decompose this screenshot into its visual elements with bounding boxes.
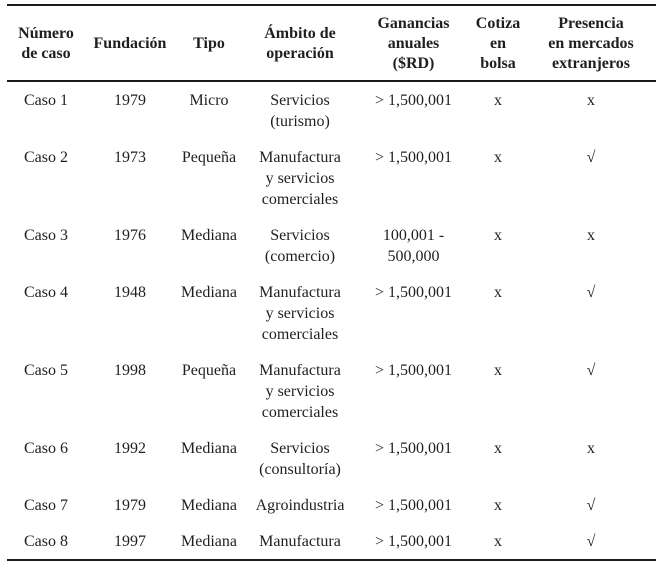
- cell-cotiza: x: [494, 440, 502, 457]
- table-row: Caso 7 1979 Mediana Agroindustria > 1,500,00…: [7, 487, 656, 523]
- table-row: Caso 2 1973 Pequeña Manufactura y servicios…: [7, 139, 656, 217]
- cell-tipo: Pequeña: [181, 362, 237, 379]
- cell-caso: Caso 8: [24, 533, 68, 550]
- table-row: Caso 3 1976 Mediana Servicios (comercio) 100…: [7, 217, 656, 274]
- cell-cotiza: x: [494, 284, 502, 301]
- cell-ganancias: 100,001 - 500,000: [382, 227, 445, 265]
- cell-fundacion: 1997: [114, 533, 146, 550]
- cell-ambito: Servicios (comercio): [264, 227, 336, 265]
- cell-caso: Caso 2: [24, 149, 68, 166]
- cell-presencia: x: [587, 92, 595, 109]
- cell-ganancias: > 1,500,001: [374, 284, 453, 301]
- cell-ganancias: > 1,500,001: [374, 362, 453, 379]
- cell-ganancias: > 1,500,001: [374, 149, 453, 166]
- cell-tipo: Mediana: [181, 497, 237, 514]
- cell-ambito: Manufactura y servicios comerciales: [259, 149, 341, 208]
- col-header-numero-de-caso: Número de caso: [18, 25, 74, 62]
- cell-caso: Caso 4: [24, 284, 68, 301]
- cell-fundacion: 1979: [114, 497, 146, 514]
- col-header-tipo: Tipo: [193, 35, 225, 52]
- cell-presencia: √: [586, 362, 596, 379]
- cell-ambito: Servicios (turismo): [270, 92, 330, 130]
- cell-cotiza: x: [494, 497, 502, 514]
- table-row: Caso 5 1998 Pequeña Manufactura y servicios…: [7, 352, 656, 430]
- col-header-cotiza: Cotiza en bolsa: [475, 15, 521, 72]
- cell-ambito: Servicios (consultoría): [259, 440, 341, 478]
- cell-presencia: √: [586, 497, 596, 514]
- cell-cotiza: x: [494, 362, 502, 379]
- cell-ambito: Manufactura y servicios comerciales: [259, 284, 341, 343]
- cell-caso: Caso 6: [24, 440, 68, 457]
- table-body: Caso 1 1979 Micro Servicios (turismo) > 1,50…: [7, 81, 656, 560]
- cell-cotiza: x: [494, 92, 502, 109]
- cell-caso: Caso 7: [24, 497, 68, 514]
- cell-ambito: Agroindustria: [255, 497, 345, 514]
- cell-presencia: x: [587, 440, 595, 457]
- cell-cotiza: x: [494, 227, 502, 244]
- cell-ganancias: > 1,500,001: [374, 92, 453, 109]
- cell-tipo: Micro: [189, 92, 229, 109]
- col-header-ambito: Ámbito de operación: [264, 25, 336, 62]
- cell-tipo: Mediana: [181, 227, 237, 244]
- cell-fundacion: 1973: [114, 149, 146, 166]
- header-row: Número de caso Fundación Tipo Ámbito de …: [7, 5, 656, 81]
- cell-ganancias: > 1,500,001: [374, 440, 453, 457]
- col-header-ganancias: Ganancias anuales ($RD): [377, 15, 450, 72]
- cell-caso: Caso 5: [24, 362, 68, 379]
- cell-presencia: √: [586, 284, 596, 301]
- cell-ambito: Manufactura: [259, 533, 341, 550]
- cell-tipo: Mediana: [181, 284, 237, 301]
- cell-presencia: x: [587, 227, 595, 244]
- cell-tipo: Mediana: [181, 533, 237, 550]
- table-row: Caso 8 1997 Mediana Manufactura > 1,500,001 x…: [7, 523, 656, 560]
- table-header: Número de caso Fundación Tipo Ámbito de …: [7, 5, 656, 81]
- table-row: Caso 1 1979 Micro Servicios (turismo) > 1,50…: [7, 81, 656, 139]
- cell-fundacion: 1976: [114, 227, 146, 244]
- cell-fundacion: 1998: [114, 362, 146, 379]
- cell-caso: Caso 1: [24, 92, 68, 109]
- cell-ganancias: > 1,500,001: [374, 497, 453, 514]
- cell-presencia: √: [586, 533, 596, 550]
- cell-caso: Caso 3: [24, 227, 68, 244]
- cell-tipo: Pequeña: [181, 149, 237, 166]
- col-header-presencia: Presencia en mercados extranjeros: [548, 15, 634, 72]
- cell-ganancias: > 1,500,001: [374, 533, 453, 550]
- col-header-fundacion: Fundación: [93, 35, 167, 52]
- cell-fundacion: 1948: [114, 284, 146, 301]
- cell-cotiza: x: [494, 533, 502, 550]
- cell-cotiza: x: [494, 149, 502, 166]
- cell-fundacion: 1979: [114, 92, 146, 109]
- cases-table: Número de caso Fundación Tipo Ámbito de …: [7, 4, 656, 561]
- cell-ambito: Manufactura y servicios comerciales: [259, 362, 341, 421]
- table-row: Caso 4 1948 Mediana Manufactura y servicios…: [7, 274, 656, 352]
- cell-fundacion: 1992: [114, 440, 146, 457]
- cell-tipo: Mediana: [181, 440, 237, 457]
- table-row: Caso 6 1992 Mediana Servicios (consultoría)…: [7, 430, 656, 487]
- cell-presencia: √: [586, 149, 596, 166]
